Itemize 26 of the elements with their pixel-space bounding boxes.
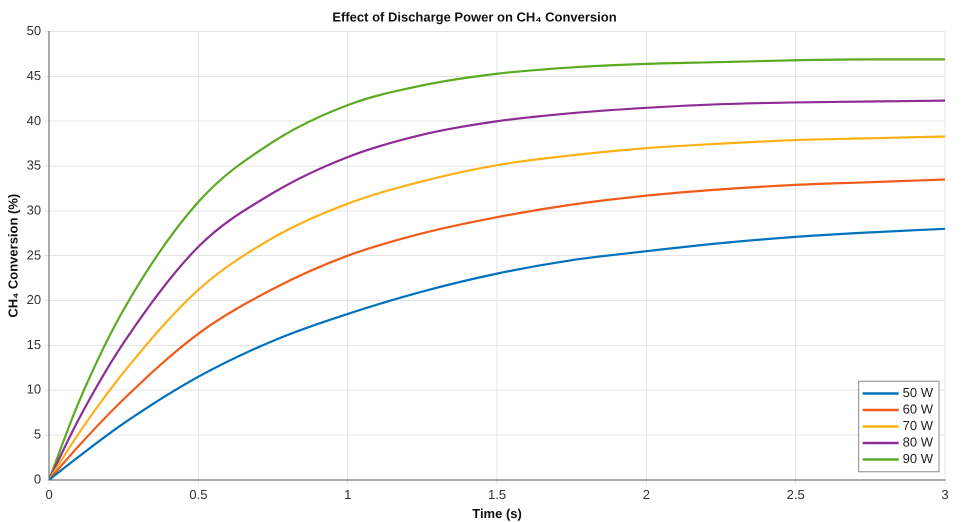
x-tick-label: 3 — [941, 487, 949, 502]
x-tick-label: 1 — [344, 487, 352, 502]
chart-title: Effect of Discharge Power on CH₄ Conversion — [332, 9, 617, 24]
y-tick-label: 5 — [34, 426, 42, 442]
legend-label: 90 W — [902, 451, 934, 466]
legend-label: 60 W — [902, 402, 934, 417]
y-tick-label: 20 — [26, 292, 42, 308]
y-tick-label: 10 — [26, 382, 42, 397]
x-tick-label: 2 — [642, 487, 650, 502]
x-tick-label: 2.5 — [786, 487, 805, 502]
y-tick-label: 45 — [26, 68, 42, 83]
x-tick-label: 1.5 — [488, 487, 506, 502]
y-tick-label: 50 — [26, 23, 42, 38]
y-tick-label: 30 — [26, 202, 42, 218]
legend-label: 50 W — [902, 385, 934, 400]
legend-label: 80 W — [902, 434, 934, 450]
y-axis-title: CH₄ Conversion (%) — [5, 194, 20, 318]
x-axis-title: Time (s) — [472, 506, 522, 521]
x-tick-label: 0 — [45, 487, 53, 502]
y-tick-label: 0 — [34, 471, 42, 486]
y-tick-label: 40 — [26, 112, 42, 128]
y-tick-label: 15 — [26, 336, 42, 352]
y-tick-label: 35 — [26, 158, 42, 173]
x-tick-label: 0.5 — [189, 487, 208, 502]
y-tick-label: 25 — [26, 247, 42, 262]
legend-label: 70 W — [902, 418, 934, 434]
